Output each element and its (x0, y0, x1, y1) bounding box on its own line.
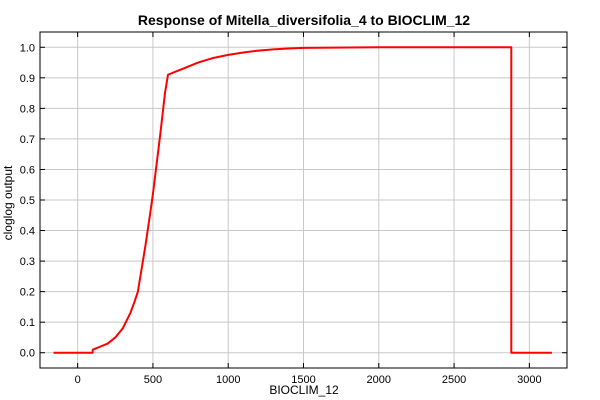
y-tick-label: 0.3 (20, 256, 35, 268)
y-tick-label: 0.7 (20, 134, 35, 146)
x-tick-label: 500 (144, 374, 162, 386)
x-axis-title: BIOCLIM_12 (269, 383, 339, 397)
y-tick-label: 0.0 (20, 348, 35, 360)
y-tick-label: 0.9 (20, 73, 35, 85)
x-tick-label: 1000 (216, 374, 240, 386)
x-tick-label: 2000 (367, 374, 391, 386)
x-axis: 0 500 1000 1500 2000 2500 3000 (75, 32, 542, 386)
series-layer (53, 46, 552, 354)
y-tick-label: 0.5 (20, 195, 35, 207)
x-tick-label: 2500 (442, 374, 466, 386)
y-tick-label: 0.8 (20, 103, 35, 115)
y-tick-label: 0.4 (20, 226, 35, 238)
x-tick-label: 0 (75, 374, 81, 386)
y-tick-label: 0.6 (20, 164, 35, 176)
grid (40, 32, 567, 368)
y-tick-label: 0.1 (20, 317, 35, 329)
y-tick-label: 1.0 (20, 42, 35, 54)
y-axis: 0.0 0.1 0.2 0.3 0.4 0.5 0.6 0.7 0.8 0.9 1.0 (20, 42, 567, 360)
x-tick-label: 1500 (291, 374, 315, 386)
response-curve (53, 46, 552, 354)
chart-title: Response of Mitella_diversifolia_4 to BI… (138, 12, 470, 28)
x-tick-label: 3000 (517, 374, 541, 386)
y-axis-title: cloglog output (1, 165, 15, 240)
y-tick-label: 0.2 (20, 287, 35, 299)
